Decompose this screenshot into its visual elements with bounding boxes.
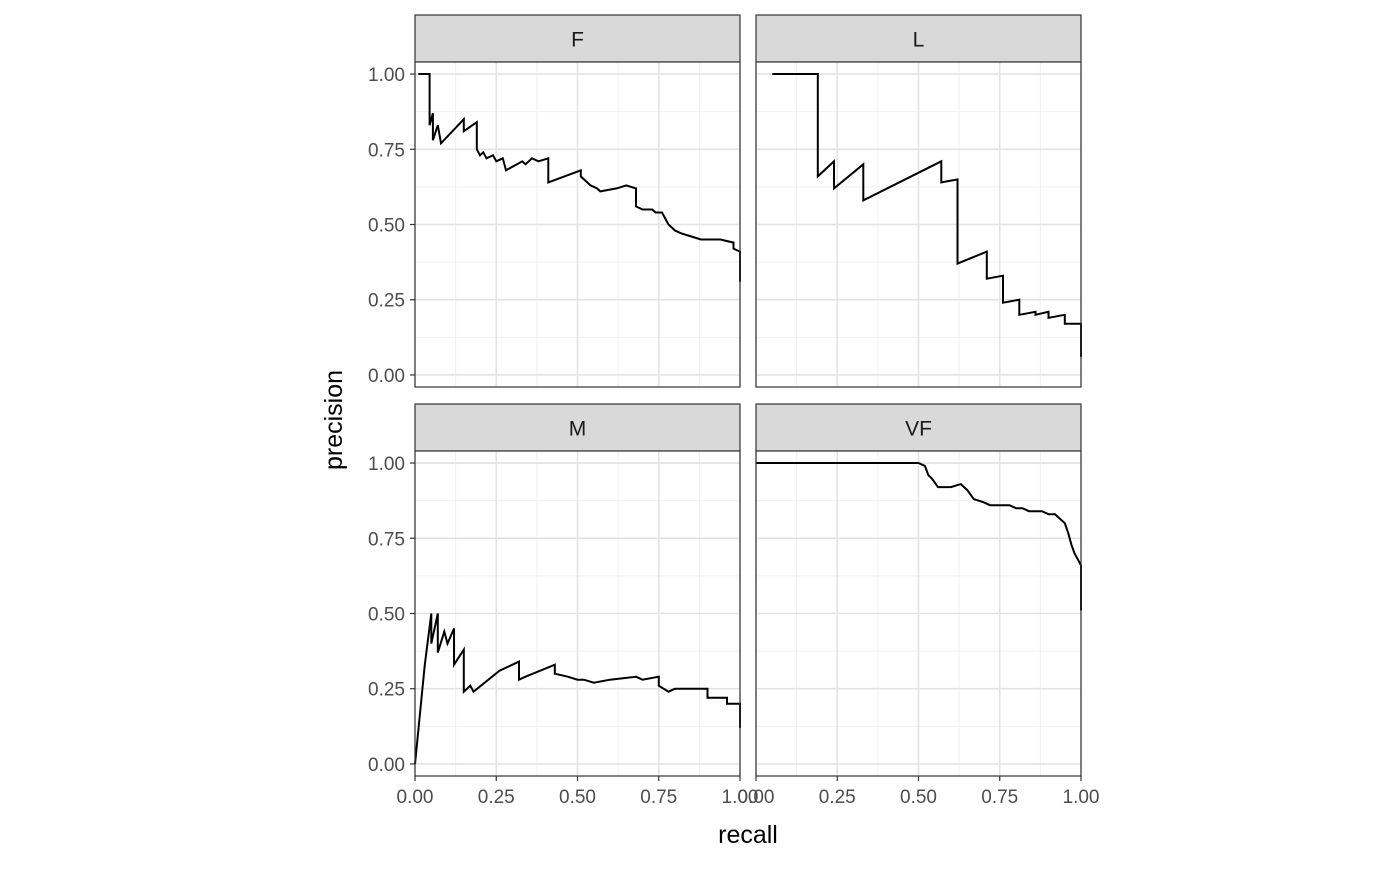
panel-vf: VF 0.00 0.25 0.50 0.75 1.00	[738, 403, 1100, 808]
y-tick-label: 0.75	[368, 529, 405, 550]
pr-curve-m	[414, 613, 741, 765]
y-axis-title: precision	[320, 370, 348, 470]
x-tick-label: 0.50	[900, 787, 937, 808]
facet-strip	[755, 14, 1082, 63]
y-tick-label: 0.00	[368, 366, 405, 387]
x-tick-label: 0.75	[640, 787, 677, 808]
y-tick-label: 0.50	[368, 216, 405, 237]
facet-strip-label: M	[569, 418, 587, 441]
x-tick-label: 0.00	[738, 787, 775, 808]
x-axis-title: recall	[718, 821, 778, 849]
y-tick-label: 0.25	[368, 291, 405, 312]
y-tick-label: 1.00	[368, 65, 405, 86]
y-tick-label: 0.00	[368, 755, 405, 776]
facet-strip-label: VF	[905, 418, 932, 441]
facet-strip	[414, 14, 741, 63]
pr-curve-vf	[756, 462, 1082, 611]
y-tick-label: 1.00	[368, 454, 405, 475]
facet-strip	[414, 403, 741, 452]
panel-m: M 0.00 0.25 0.50 0.75 1.00 0.00 0.25 0.50 0.75 1.0…	[368, 403, 759, 808]
y-tick-label: 0.50	[368, 605, 405, 626]
facet-strip-label: F	[571, 29, 584, 52]
x-tick-label: 0.00	[397, 787, 434, 808]
x-tick-label: 1.00	[1063, 787, 1100, 808]
x-tick-label: 0.75	[981, 787, 1018, 808]
pr-curve-f	[418, 73, 741, 282]
facet-strip	[755, 403, 1082, 452]
y-tick-label: 0.25	[368, 680, 405, 701]
x-tick-label: 0.25	[478, 787, 515, 808]
panel-border	[755, 61, 1082, 388]
pr-curve-l	[772, 73, 1082, 357]
x-tick-label: 0.50	[559, 787, 596, 808]
x-tick-label: 0.25	[819, 787, 856, 808]
y-tick-label: 0.75	[368, 140, 405, 161]
panel-l: L	[755, 14, 1082, 388]
panel-f: F 0.00 0.25 0.50 0.75 1.00	[368, 14, 741, 388]
x-tick-label: 1.00	[722, 787, 759, 808]
facet-strip-label: L	[913, 29, 925, 52]
